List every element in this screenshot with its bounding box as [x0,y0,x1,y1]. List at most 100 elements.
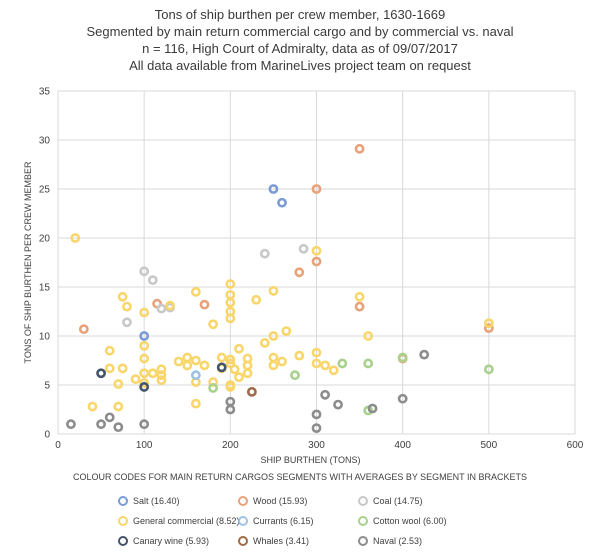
data-point [290,370,300,381]
data-point [208,319,218,330]
legend-label: Whales (3.41) [253,536,310,546]
y-tick-label: 25 [39,185,51,196]
y-tick-label: 0 [44,430,50,441]
data-point [259,248,270,259]
x-tick-label: 600 [567,440,584,451]
data-point [199,299,210,310]
legend-item: Cotton wool (6.00) [358,516,447,526]
data-point [139,331,150,341]
data-point [337,358,348,369]
data-point [225,382,236,392]
data-point [208,383,218,393]
data-point [122,317,132,328]
data-point [199,360,210,371]
data-point [246,386,257,397]
data-point [397,393,408,404]
data-point [216,352,227,363]
data-point [139,368,150,379]
chart-title-line-3: n = 116, High Court of Admiralty, data a… [142,41,458,56]
x-tick-label: 500 [480,440,497,451]
chart-title-line-2: Segmented by main return commercial carg… [86,24,514,39]
data-point [294,350,305,361]
data-point [225,297,236,308]
data-point [311,245,322,256]
data-point [311,347,322,358]
data-point [483,318,494,329]
legend-item: Currants (6.15) [238,516,314,526]
data-point [311,358,322,369]
data-point [113,401,124,412]
y-tick-label: 30 [39,136,51,147]
x-axis-label: SHIP BURTHEN (TONS) [260,455,360,465]
data-point [268,360,279,371]
data-point [311,409,322,420]
data-point [268,352,279,363]
data-point [130,374,141,385]
tick-labels: 0 5 10 15 20 25 30 35 0 100 200 300 400 500 600 [39,87,584,452]
data-point [397,352,408,363]
legend-swatch-icon [238,496,248,506]
x-tick-label: 0 [55,440,61,451]
data-point [294,267,305,278]
legend-label: Salt (16.40) [133,496,180,506]
data-point [156,303,167,314]
data-point [251,294,262,305]
data-point [281,326,292,336]
data-point [139,307,150,318]
data-point [139,382,150,392]
y-tick-label: 10 [39,332,51,343]
legend-item: General commercial (8.52) [118,516,240,526]
data-point [363,358,374,369]
data-points [66,143,494,434]
legend-item: Wood (15.93) [238,496,307,506]
data-point [234,343,244,354]
legend-swatch-icon [358,516,368,526]
data-point [66,419,76,430]
y-tick-label: 20 [39,234,51,245]
data-point [139,266,150,277]
data-point [268,184,279,194]
data-point [277,197,287,208]
legend-title: COLOUR CODES FOR MAIN RETURN CARGOS SEGM… [72,472,528,482]
data-point [225,354,236,365]
data-point [147,275,158,286]
y-tick-label: 5 [44,381,50,392]
data-point [156,370,167,381]
data-point [242,360,253,371]
data-point [367,403,378,414]
legend-item: Salt (16.40) [118,496,180,506]
data-point [363,331,374,341]
data-point [298,243,309,254]
data-point [190,370,201,381]
data-point [117,363,128,374]
data-point [242,368,253,379]
data-point [229,364,240,375]
legend-label: Coal (14.75) [373,496,423,506]
legend-swatch-icon [238,536,248,546]
data-point [225,313,236,324]
data-point [225,396,236,407]
chart-title-line-1: Tons of ship burthen per crew member, 16… [154,7,446,22]
data-point [139,353,150,364]
legend-swatch-icon [118,496,128,506]
data-point [182,360,193,371]
data-point [87,401,98,412]
y-tick-label: 15 [39,283,51,294]
legend-label: Wood (15.93) [253,496,308,506]
data-point [419,349,430,360]
data-point [311,256,322,267]
data-point [311,184,322,194]
x-tick-label: 400 [394,440,411,451]
data-point [139,419,150,430]
x-tick-label: 100 [136,440,153,451]
data-point [208,377,218,387]
data-point [104,363,115,374]
data-point [113,379,124,389]
data-point [259,337,270,348]
legend-swatch-icon [118,516,128,526]
data-point [311,423,322,434]
data-point [139,340,150,351]
data-point [156,375,167,385]
data-point [277,356,287,367]
